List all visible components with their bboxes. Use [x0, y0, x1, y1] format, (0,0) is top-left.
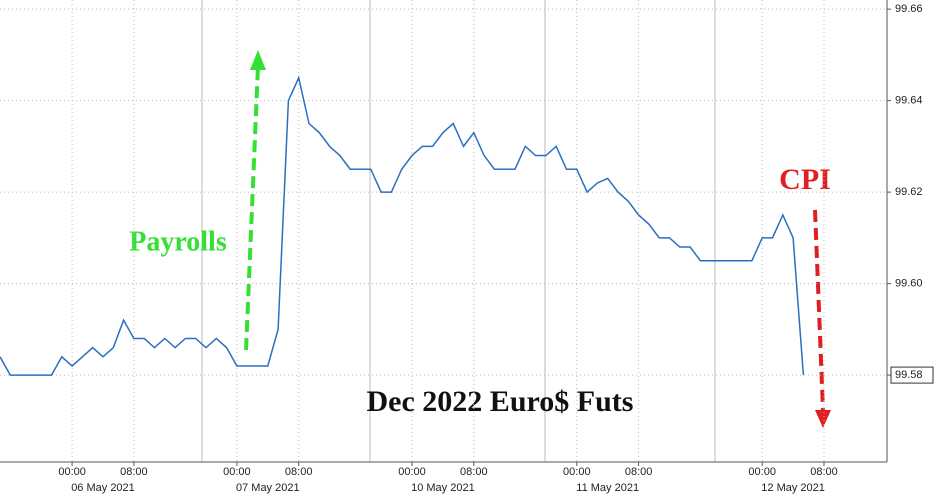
payrolls-arrow — [244, 65, 260, 351]
last-price-label: 99.58 — [895, 369, 923, 381]
chart-title: Dec 2022 Euro$ Futs — [367, 385, 634, 418]
x-date-label: 06 May 2021 — [71, 482, 135, 494]
y-tick-label: 99.66 — [895, 3, 923, 15]
y-tick-label: 99.60 — [895, 278, 923, 290]
x-tick-label: 00:00 — [398, 466, 426, 478]
price-line — [0, 75, 805, 376]
x-date-label: 11 May 2021 — [576, 482, 639, 494]
annotation: CPI — [779, 163, 831, 196]
x-date-label: 07 May 2021 — [236, 482, 300, 494]
last-price-box — [890, 366, 934, 384]
y-tick-label: 99.64 — [895, 95, 923, 107]
x-tick-label: 08:00 — [625, 466, 653, 478]
arrow-head — [250, 50, 266, 70]
x-tick-label: 08:00 — [460, 466, 488, 478]
x-tick-label: 00:00 — [563, 466, 591, 478]
x-tick-label: 00:00 — [58, 466, 86, 478]
x-date-label: 10 May 2021 — [411, 482, 475, 494]
x-tick-label: 00:00 — [223, 466, 251, 478]
x-tick-label: 08:00 — [120, 466, 148, 478]
annotation: Payrolls — [129, 226, 227, 257]
x-tick-label: 00:00 — [748, 466, 776, 478]
cpi-arrow — [813, 209, 825, 411]
arrow-head — [815, 410, 831, 428]
x-tick-label: 08:00 — [810, 466, 838, 478]
y-tick-label: 99.62 — [895, 186, 923, 198]
x-tick-label: 08:00 — [285, 466, 313, 478]
x-date-label: 12 May 2021 — [761, 482, 825, 494]
